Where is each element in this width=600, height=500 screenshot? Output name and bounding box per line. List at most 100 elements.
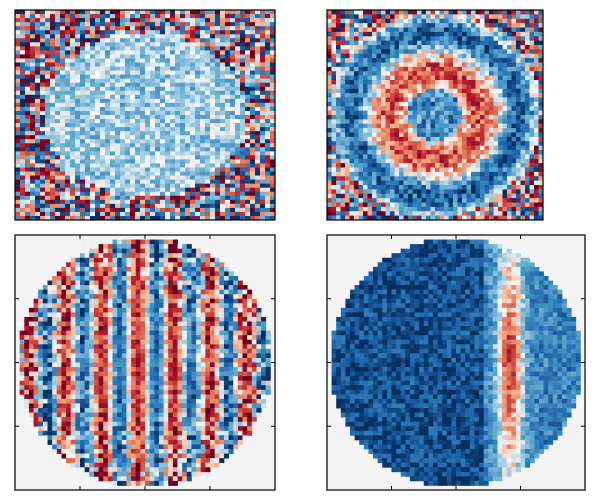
pixel — [385, 141, 391, 147]
pixel — [385, 71, 391, 77]
pixel — [367, 101, 373, 107]
pixel — [200, 110, 206, 116]
pixel — [135, 211, 141, 217]
pixel — [230, 38, 236, 43]
pixel — [480, 36, 485, 42]
pixel — [457, 154, 463, 160]
pixel — [210, 90, 216, 96]
pixel — [331, 115, 337, 120]
pixel — [462, 141, 467, 147]
pixel — [245, 86, 251, 92]
pixel — [195, 82, 201, 88]
pixel — [462, 18, 467, 24]
pixel — [85, 167, 91, 172]
pixel — [493, 189, 499, 195]
pixel — [260, 127, 266, 132]
pixel — [50, 10, 56, 15]
pixel — [457, 80, 463, 85]
pixel — [180, 147, 186, 152]
pixel — [65, 46, 71, 51]
pixel — [235, 123, 241, 128]
pixel — [336, 45, 341, 50]
pixel — [349, 97, 355, 103]
pixel — [115, 135, 121, 140]
pixel — [417, 193, 422, 199]
pixel — [270, 155, 276, 160]
pixel — [480, 150, 485, 155]
pixel — [145, 82, 151, 88]
pixel — [484, 215, 490, 221]
pixel — [160, 14, 166, 19]
pixel — [475, 110, 481, 116]
pixel — [15, 139, 21, 144]
pixel — [25, 58, 31, 63]
pixel — [125, 110, 131, 116]
pixel — [90, 127, 96, 132]
pixel — [327, 115, 332, 120]
pixel — [516, 136, 521, 142]
pixel — [65, 42, 71, 47]
pixel — [435, 88, 440, 94]
pixel — [225, 46, 231, 51]
pixel — [175, 187, 181, 193]
pixel — [220, 171, 226, 176]
pixel — [85, 215, 91, 221]
pixel — [85, 207, 91, 213]
pixel — [372, 180, 377, 186]
pixel — [20, 179, 26, 185]
pixel — [45, 50, 51, 55]
pixel — [110, 34, 116, 39]
pixel — [466, 84, 472, 90]
pixel — [155, 30, 161, 35]
pixel — [185, 119, 191, 124]
pixel — [175, 18, 181, 23]
pixel — [125, 70, 131, 76]
pixel — [100, 46, 106, 51]
pixel — [165, 151, 171, 156]
pixel — [354, 158, 359, 164]
pixel — [448, 189, 454, 195]
pixel — [35, 191, 41, 197]
pixel — [435, 132, 440, 138]
pixel — [430, 106, 436, 112]
pixel — [220, 211, 226, 217]
pixel — [70, 98, 76, 104]
pixel — [85, 147, 91, 152]
pixel — [538, 185, 544, 190]
pixel — [30, 66, 36, 71]
pixel — [457, 206, 463, 212]
pixel — [448, 18, 454, 24]
pixel — [75, 98, 81, 104]
pixel — [327, 23, 332, 28]
pixel — [507, 18, 512, 24]
pixel — [85, 82, 91, 88]
pixel — [60, 155, 66, 160]
pixel — [125, 163, 131, 168]
pixel — [363, 132, 368, 138]
pixel — [493, 97, 499, 103]
pixel — [150, 74, 156, 80]
pixel — [412, 14, 418, 20]
pixel — [260, 110, 266, 116]
pixel — [20, 98, 26, 104]
pixel — [220, 94, 226, 100]
pixel — [462, 176, 467, 182]
pixel — [145, 110, 151, 116]
pixel — [448, 215, 454, 221]
pixel — [130, 10, 136, 15]
pixel — [50, 183, 56, 189]
pixel — [90, 98, 96, 104]
pixel — [462, 132, 467, 138]
pixel — [340, 132, 346, 138]
pixel — [45, 207, 51, 213]
pixel — [511, 14, 517, 20]
pixel — [484, 171, 490, 177]
pixel — [525, 27, 530, 33]
pixel — [412, 23, 418, 28]
panel-frame — [14, 9, 276, 221]
pixel — [525, 123, 530, 129]
pixel — [331, 185, 337, 190]
pixel — [35, 70, 41, 76]
pixel — [55, 127, 61, 132]
pixel — [480, 10, 485, 15]
